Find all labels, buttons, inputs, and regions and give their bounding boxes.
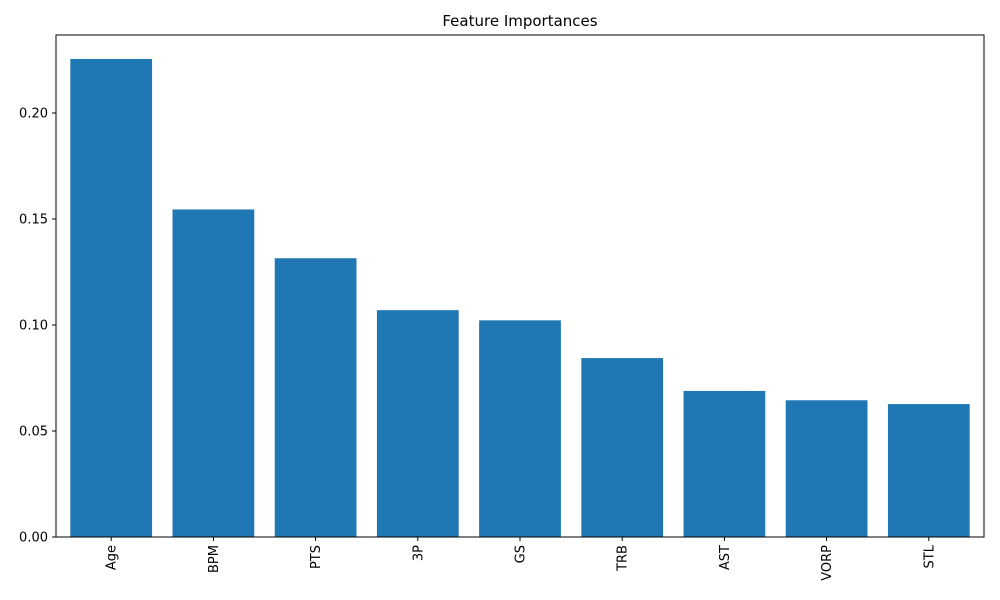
bars-layer	[70, 58, 970, 538]
bar-3p	[376, 310, 459, 537]
bar-bpm	[172, 209, 255, 537]
x-tick-label: Age	[105, 545, 120, 570]
x-tick-label: 3P	[411, 545, 426, 561]
plot-frame	[55, 34, 985, 538]
x-tick-label: VORP	[820, 545, 835, 581]
y-tick-label: 0.20	[19, 107, 48, 122]
y-axis: 0.00 0.05 0.10 0.15 0.20	[19, 107, 56, 546]
y-tick-label: 0.05	[19, 425, 48, 440]
bar-stl	[887, 404, 970, 537]
bar-age	[70, 58, 153, 538]
x-tick-label: TRB	[616, 545, 631, 572]
bar-gs	[479, 320, 561, 537]
y-tick-label: 0.00	[19, 531, 48, 546]
bar-ast	[683, 390, 766, 537]
x-tick-label: AST	[718, 545, 733, 570]
bar-pts	[274, 258, 357, 537]
x-tick-label: BPM	[207, 545, 222, 573]
x-axis: Age BPM PTS 3P GS TRB AST VORP STL	[105, 537, 937, 581]
x-tick-label: STL	[922, 544, 937, 568]
y-tick-label: 0.10	[19, 319, 48, 334]
bar-trb	[581, 358, 664, 537]
y-tick-label: 0.15	[19, 213, 48, 228]
chart-title: Feature Importances	[442, 12, 597, 30]
x-tick-label: GS	[514, 545, 529, 563]
x-tick-label: PTS	[309, 545, 324, 569]
bar-vorp	[785, 400, 868, 537]
